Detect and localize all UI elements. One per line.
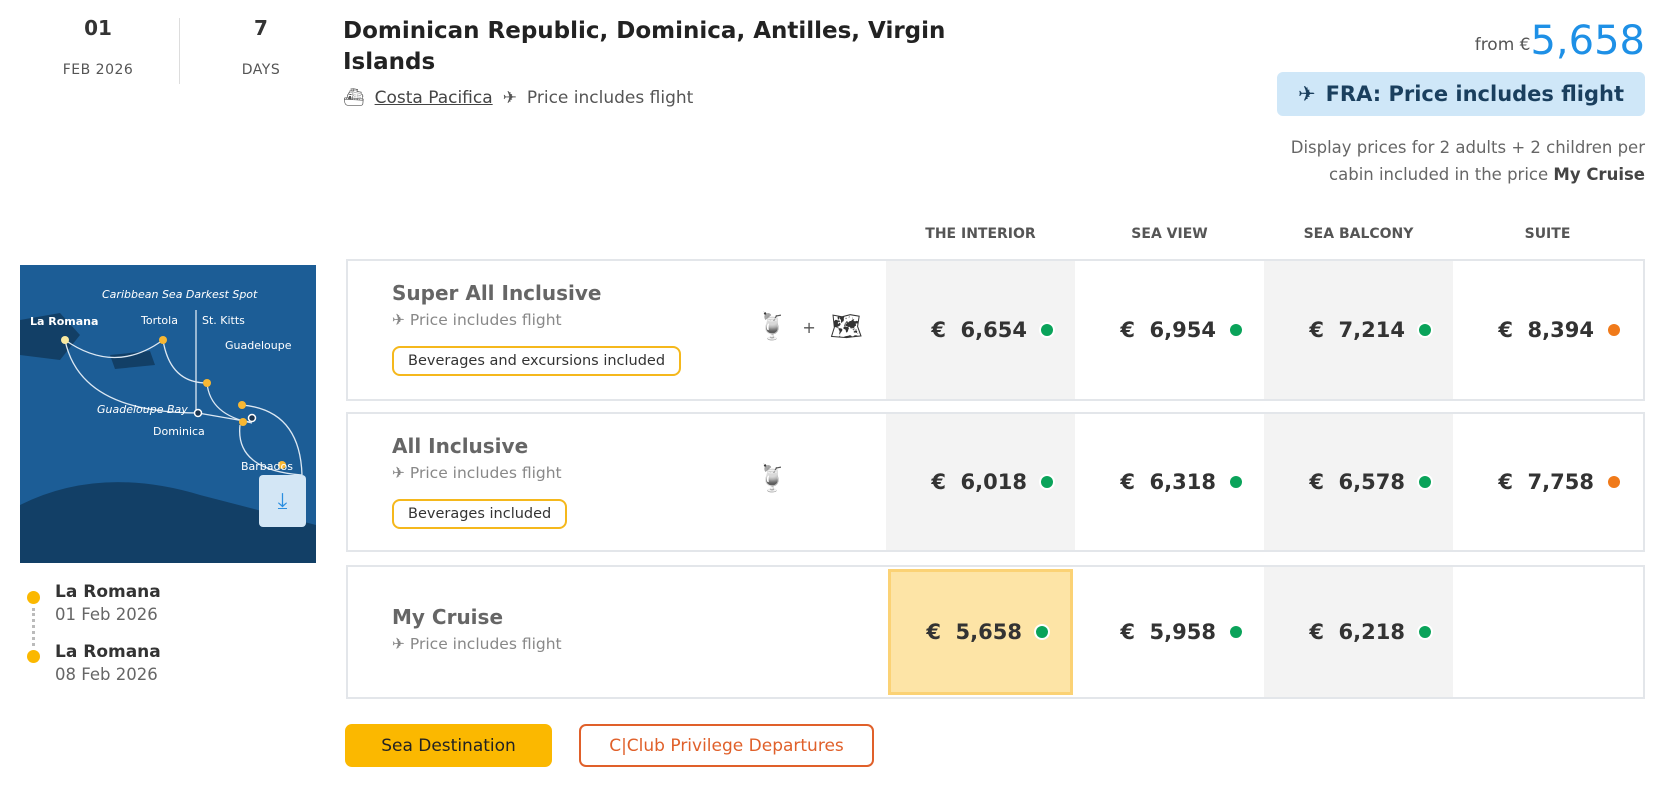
sea-destination-button[interactable]: Sea Destination — [345, 724, 552, 767]
from-price: from €5,658 — [1475, 18, 1645, 64]
fare-icons: 🍹 + 🗺 — [756, 312, 863, 342]
price-value: € 7,214 — [1309, 318, 1405, 342]
fare-icons: 🍹 — [756, 464, 788, 494]
start-marker — [27, 591, 40, 604]
fare-flight-note: ✈ Price includes flight — [392, 464, 562, 482]
price-value: € 8,394 — [1498, 318, 1594, 342]
availability-dot — [1230, 626, 1242, 638]
flight-badge: ✈ FRA: Price includes flight — [1277, 72, 1645, 116]
fare-flight-text: Price includes flight — [409, 311, 562, 329]
download-icon: ⤓ — [277, 488, 288, 514]
from-price-value: 5,658 — [1530, 18, 1645, 64]
column-header: SUITE — [1524, 226, 1571, 242]
price-cell[interactable]: € 5,658 — [888, 569, 1073, 695]
fare-flight-note: ✈ Price includes flight — [392, 635, 562, 653]
price-value: € 5,958 — [1120, 620, 1216, 644]
drinks-icon: 🍹 — [756, 312, 789, 342]
note-bold: My Cruise — [1553, 165, 1645, 184]
note-text: Display prices for 2 adults + 2 children… — [1290, 138, 1645, 184]
map-label: Dominica — [153, 425, 205, 438]
fare-tag: Beverages included — [392, 499, 568, 529]
itinerary-start-date: 01 Feb 2026 — [55, 605, 158, 624]
start-day: 01 — [84, 16, 112, 40]
availability-dot — [1230, 476, 1242, 488]
ship-link[interactable]: Costa Pacifica — [374, 88, 493, 108]
price-value: € 6,654 — [931, 318, 1027, 342]
availability-dot — [1608, 324, 1620, 336]
availability-dot — [1419, 626, 1431, 638]
map-label: Caribbean Sea Darkest Spot — [102, 288, 258, 301]
availability-dot — [1419, 324, 1431, 336]
price-value: € 7,758 — [1498, 470, 1594, 494]
availability-dot — [1230, 324, 1242, 336]
map-icon: 🗺 — [829, 312, 863, 342]
column-header: SEA VIEW — [1131, 226, 1208, 242]
price-cell[interactable]: € 7,758 — [1453, 414, 1642, 550]
fare-flight-text: Price includes flight — [409, 635, 562, 653]
route-line — [32, 608, 35, 646]
fare-name: All Inclusive — [392, 434, 529, 458]
availability-dot — [1041, 324, 1053, 336]
cclub-privilege-button[interactable]: C|Club Privilege Departures — [579, 724, 874, 767]
ship-icon: ⛴ — [343, 88, 365, 108]
fare-name: My Cruise — [392, 605, 504, 629]
price-cell[interactable]: € 6,578 — [1264, 414, 1453, 550]
map-label: La Romana — [30, 315, 98, 328]
itinerary-end-date: 08 Feb 2026 — [55, 665, 158, 684]
price-cell[interactable]: € 6,218 — [1264, 567, 1453, 697]
availability-dot — [1419, 476, 1431, 488]
availability-dot — [1041, 476, 1053, 488]
fare-row: Super All Inclusive ✈ Price includes flig… — [346, 259, 1645, 401]
end-marker — [27, 650, 40, 663]
fare-row: All Inclusive ✈ Price includes flight Beve… — [346, 412, 1645, 552]
price-cell[interactable]: € 6,654 — [886, 261, 1075, 399]
drinks-icon: 🍹 — [756, 464, 789, 494]
price-cell[interactable]: € 8,394 — [1453, 261, 1642, 399]
itinerary-start-port: La Romana — [55, 582, 161, 602]
map-label: Tortola — [140, 314, 178, 327]
duration-unit: DAYS — [241, 62, 281, 78]
start-month: FEB 2026 — [62, 62, 134, 78]
plane-icon: ✈ — [1297, 82, 1316, 106]
route-map[interactable]: Caribbean Sea Darkest Spot La Romana Torto… — [20, 265, 316, 563]
availability-dot — [1036, 626, 1048, 638]
flight-note: Price includes flight — [526, 88, 694, 108]
price-value: € 5,658 — [926, 620, 1022, 644]
fare-tag: Beverages and excursions included — [392, 346, 682, 376]
from-label: from € — [1474, 35, 1531, 55]
fare-flight-text: Price includes flight — [409, 464, 562, 482]
column-header: SEA BALCONY — [1303, 226, 1414, 242]
price-value: € 6,954 — [1120, 318, 1216, 342]
price-value: € 6,578 — [1309, 470, 1405, 494]
price-cell[interactable]: € 6,954 — [1075, 261, 1264, 399]
price-value: € 6,218 — [1309, 620, 1405, 644]
plus-icon: + — [802, 317, 816, 337]
price-value: € 6,318 — [1120, 470, 1216, 494]
price-cell[interactable]: € 6,318 — [1075, 414, 1264, 550]
duration: 7 — [254, 16, 268, 40]
availability-dot — [1608, 476, 1620, 488]
page-title: Dominican Republic, Dominica, Antilles, … — [343, 18, 946, 75]
map-label: Guadeloupe — [225, 339, 292, 352]
fare-flight-note: ✈ Price includes flight — [392, 311, 562, 329]
map-label: St. Kitts — [202, 314, 245, 327]
itinerary-end-port: La Romana — [55, 642, 161, 662]
plane-icon: ✈ — [502, 88, 517, 108]
price-cell[interactable]: € 5,958 — [1075, 567, 1264, 697]
map-label: Barbados — [241, 460, 293, 473]
price-cell[interactable]: € 6,018 — [886, 414, 1075, 550]
column-header: THE INTERIOR — [925, 226, 1036, 242]
price-cell[interactable]: € 7,214 — [1264, 261, 1453, 399]
price-value: € 6,018 — [931, 470, 1027, 494]
flight-badge-text: FRA: Price includes flight — [1325, 82, 1625, 106]
subtitle: ⛴ Costa Pacifica ✈ Price includes flight — [343, 88, 693, 108]
fare-row: My Cruise ✈ Price includes flight € 5,658 €… — [346, 565, 1645, 699]
map-label: Guadeloupe Bay — [97, 403, 188, 416]
price-note: Display prices for 2 adults + 2 children… — [1285, 134, 1645, 188]
fare-name: Super All Inclusive — [392, 281, 602, 305]
download-map-button[interactable]: ⤓ — [259, 475, 306, 527]
divider — [179, 18, 180, 84]
